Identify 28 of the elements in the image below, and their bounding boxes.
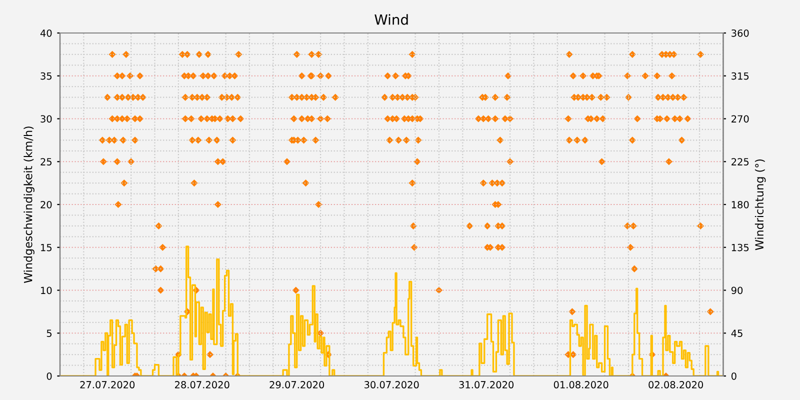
y-tick-label: 5 (46, 330, 52, 337)
x-tick-label: 28.07.2020 (174, 381, 230, 388)
x-tick-label: 27.07.2020 (80, 381, 135, 388)
x-tick-label: 01.08.2020 (554, 381, 608, 388)
y2-tick-label: 180 (732, 200, 749, 208)
y2-tick-label: 45 (731, 330, 742, 337)
y2-tick-label: 225 (732, 158, 749, 166)
y2-tick-label: 315 (732, 72, 749, 80)
y2-tick-label: 135 (732, 244, 749, 252)
y-tick-label: 10 (41, 286, 52, 294)
y2-tick-label: 0 (731, 372, 736, 380)
y-tick-label: 25 (40, 158, 52, 166)
y2-axis-title: Windrichtung (°) (754, 159, 766, 250)
y2-tick-label: 270 (732, 115, 749, 123)
y-tick-label: 40 (40, 29, 52, 37)
y-tick-label: 20 (40, 200, 52, 208)
y-axis-title: Windgeschwindigkeit (km/h) (24, 126, 34, 283)
x-tick-label: 02.08.2020 (648, 381, 704, 388)
chart-title: Wind (374, 14, 408, 25)
y-tick-label: 35 (40, 72, 52, 80)
y-tick-label: 30 (40, 115, 52, 123)
y-tick-label: 0 (46, 372, 52, 380)
x-tick-label: 29.07.2020 (270, 381, 324, 388)
y-tick-label: 15 (41, 244, 52, 252)
y2-tick-label: 360 (732, 29, 749, 37)
x-tick-label: 30.07.2020 (364, 381, 419, 388)
x-tick-label: 31.07.2020 (459, 381, 514, 388)
y2-tick-label: 90 (731, 286, 743, 294)
